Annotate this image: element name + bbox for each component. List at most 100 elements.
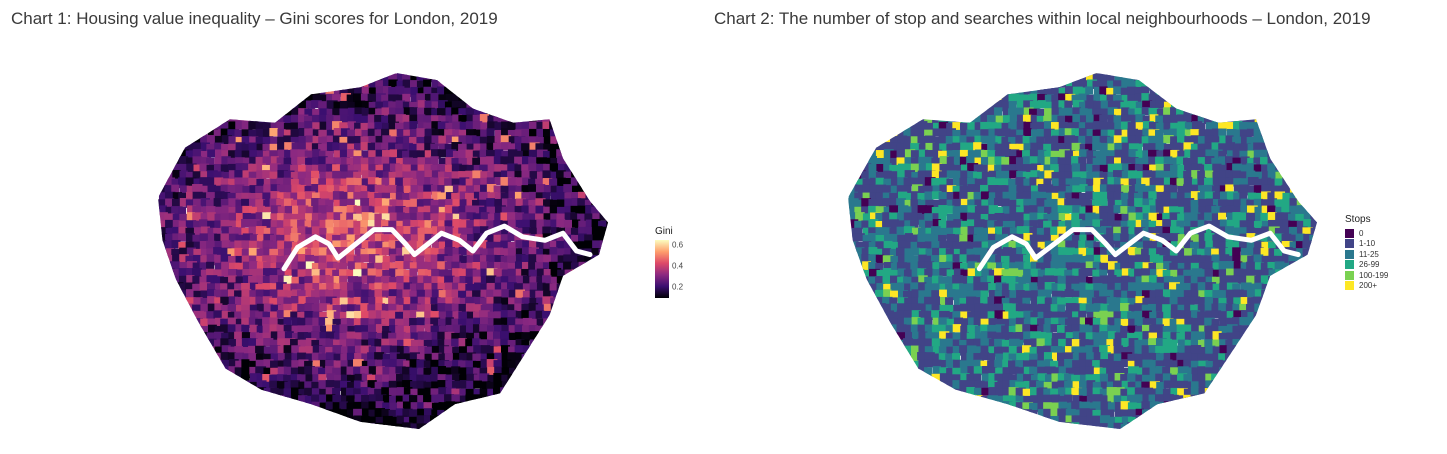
neighbourhood-cell	[158, 282, 168, 291]
neighbourhood-cell	[507, 79, 519, 88]
neighbourhood-cell	[507, 233, 517, 242]
neighbourhood-cell	[284, 80, 294, 90]
neighbourhood-cell	[1001, 178, 1011, 189]
neighbourhood-cell	[1030, 163, 1041, 175]
neighbourhood-cell	[185, 359, 195, 368]
neighbourhood-cell	[1050, 212, 1061, 223]
neighbourhood-cell	[1176, 107, 1185, 116]
neighbourhood-cell	[228, 423, 239, 429]
neighbourhood-cell	[848, 128, 859, 137]
neighbourhood-cell	[192, 275, 202, 285]
neighbourhood-cell	[318, 164, 330, 174]
neighbourhood-cell	[473, 345, 483, 356]
neighbourhood-cell	[592, 359, 604, 369]
neighbourhood-cell	[605, 93, 608, 105]
neighbourhood-cell	[200, 150, 212, 160]
neighbourhood-cell	[221, 135, 233, 145]
neighbourhood-cell	[515, 240, 525, 251]
neighbourhood-cell	[598, 289, 608, 299]
neighbourhood-cell	[585, 205, 596, 216]
neighbourhood-cell	[333, 86, 344, 95]
neighbourhood-cell	[256, 163, 267, 175]
neighbourhood-cell	[374, 206, 385, 217]
neighbourhood-cell	[1037, 149, 1047, 161]
neighbourhood-cell	[925, 79, 935, 89]
neighbourhood-cell	[361, 185, 372, 196]
neighbourhood-cell	[1142, 115, 1153, 124]
neighbourhood-cell	[1037, 219, 1048, 229]
neighbourhood-cell	[591, 87, 601, 98]
neighbourhood-cell	[311, 143, 322, 153]
neighbourhood-cell	[410, 178, 420, 189]
neighbourhood-cell	[388, 114, 397, 124]
neighbourhood-cell	[304, 366, 315, 376]
neighbourhood-cell	[1204, 94, 1216, 104]
neighbourhood-cell	[585, 360, 595, 372]
neighbourhood-cell	[960, 198, 970, 209]
neighbourhood-cell	[262, 143, 273, 153]
neighbourhood-cell	[290, 423, 301, 429]
neighbourhood-cell	[1148, 94, 1157, 105]
neighbourhood-cell	[959, 177, 970, 187]
neighbourhood-cell	[570, 248, 579, 258]
neighbourhood-cell	[1254, 86, 1265, 95]
neighbourhood-cell	[269, 171, 281, 181]
neighbourhood-cell	[508, 289, 518, 301]
neighbourhood-cell	[911, 86, 920, 95]
neighbourhood-cell	[297, 171, 308, 180]
neighbourhood-cell	[354, 185, 366, 194]
neighbourhood-cell	[1239, 86, 1250, 97]
neighbourhood-cell	[480, 345, 491, 355]
neighbourhood-cell	[1204, 191, 1215, 201]
neighbourhood-cell	[389, 402, 399, 412]
neighbourhood-cell	[221, 107, 231, 118]
neighbourhood-cell	[904, 241, 915, 250]
neighbourhood-cell	[311, 339, 321, 349]
neighbourhood-cell	[277, 338, 286, 349]
neighbourhood-cell	[1022, 191, 1032, 200]
neighbourhood-cell	[1260, 156, 1271, 168]
neighbourhood-cell	[1190, 234, 1201, 245]
neighbourhood-cell	[185, 387, 196, 396]
neighbourhood-cell	[241, 129, 253, 140]
neighbourhood-cell	[1267, 93, 1277, 103]
neighbourhood-cell	[1135, 150, 1146, 160]
neighbourhood-cell	[1001, 122, 1011, 132]
neighbourhood-cell	[500, 331, 510, 342]
neighbourhood-cell	[862, 227, 872, 237]
neighbourhood-cell	[171, 366, 181, 377]
neighbourhood-cell	[1288, 80, 1300, 90]
neighbourhood-cell	[234, 177, 243, 187]
neighbourhood-cell	[241, 367, 253, 379]
neighbourhood-cell	[493, 289, 503, 300]
neighbourhood-cell	[172, 86, 182, 96]
neighbourhood-cell	[974, 219, 985, 230]
neighbourhood-cell	[206, 380, 217, 391]
neighbourhood-cell	[368, 206, 378, 218]
neighbourhood-cell	[1148, 241, 1159, 252]
neighbourhood-cell	[486, 353, 495, 363]
neighbourhood-cell	[361, 178, 373, 187]
neighbourhood-cell	[284, 100, 295, 111]
neighbourhood-cell	[283, 317, 292, 328]
neighbourhood-cell	[262, 415, 271, 426]
neighbourhood-cell	[158, 339, 167, 349]
neighbourhood-cell	[480, 353, 489, 364]
neighbourhood-cell	[966, 86, 975, 97]
neighbourhood-cell	[1233, 143, 1243, 152]
neighbourhood-cell	[311, 416, 323, 428]
neighbourhood-cell	[312, 240, 323, 251]
neighbourhood-cell	[451, 401, 463, 413]
neighbourhood-cell	[1030, 129, 1042, 141]
neighbourhood-cell	[438, 290, 450, 300]
neighbourhood-cell	[479, 73, 491, 84]
neighbourhood-cell	[897, 93, 909, 104]
neighbourhood-cell	[1218, 199, 1229, 210]
neighbourhood-cell	[410, 164, 421, 174]
neighbourhood-cell	[312, 129, 324, 138]
neighbourhood-cell	[241, 324, 250, 334]
neighbourhood-cell	[472, 338, 481, 347]
neighbourhood-cell	[1107, 212, 1119, 221]
neighbourhood-cell	[409, 136, 419, 146]
neighbourhood-cell	[298, 205, 309, 215]
